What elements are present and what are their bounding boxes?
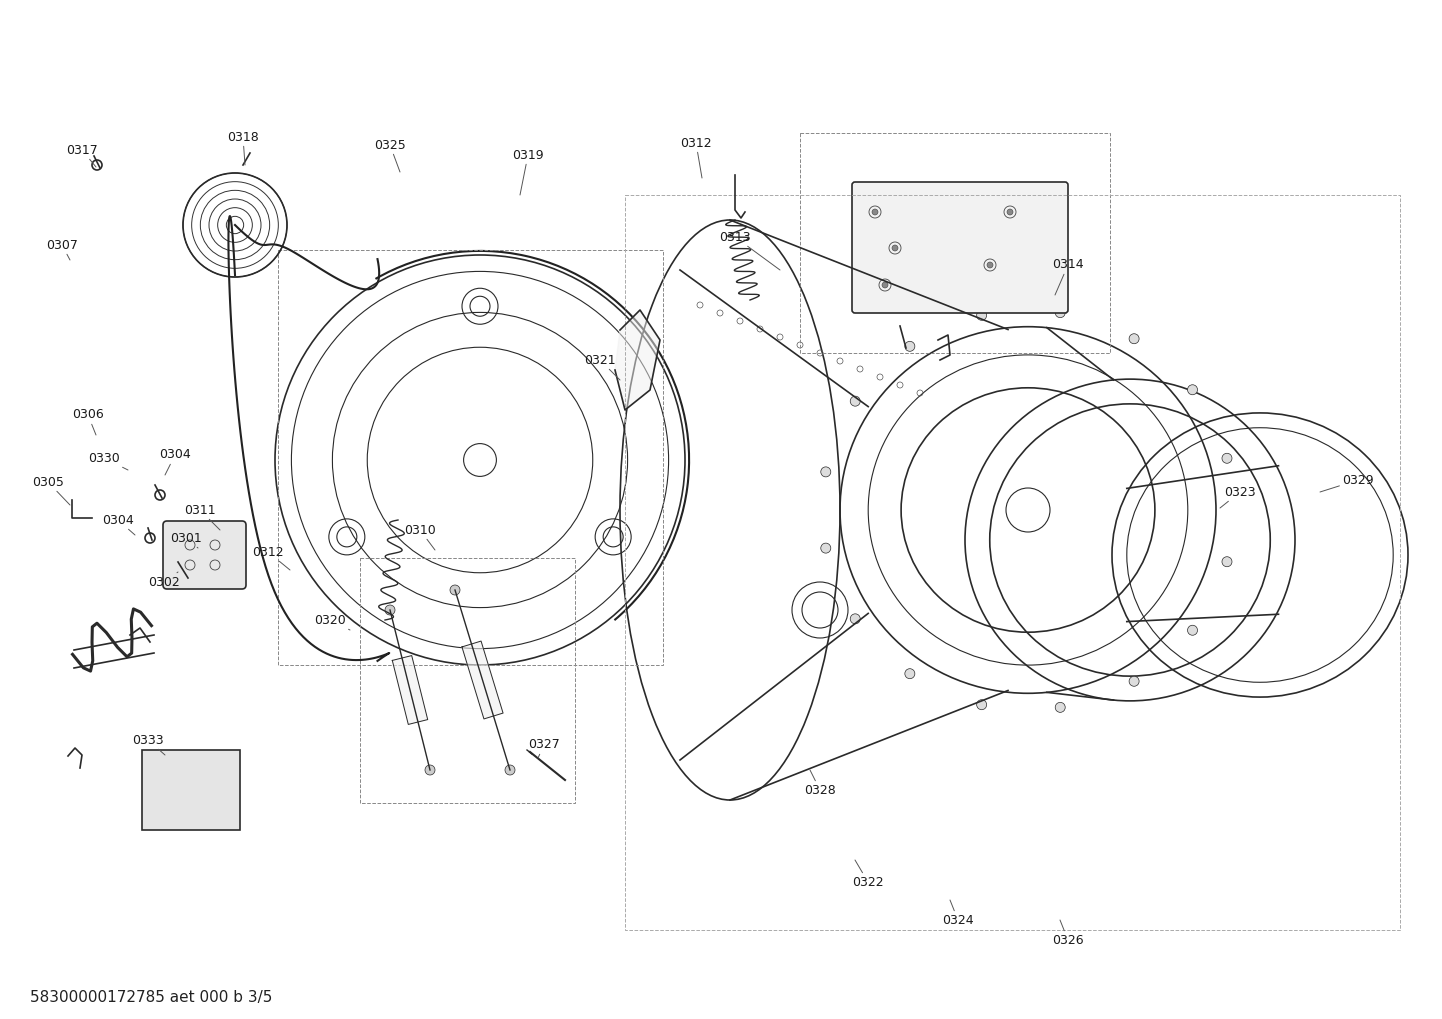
Circle shape xyxy=(1188,385,1197,394)
Text: 0310: 0310 xyxy=(404,524,435,550)
Text: 0319: 0319 xyxy=(512,149,544,195)
Circle shape xyxy=(820,543,831,553)
Text: 0328: 0328 xyxy=(805,770,836,797)
Circle shape xyxy=(1221,453,1231,464)
Text: 0325: 0325 xyxy=(373,139,405,172)
Text: 0312: 0312 xyxy=(252,545,290,570)
Text: 0302: 0302 xyxy=(149,572,180,589)
Text: 0326: 0326 xyxy=(1053,920,1084,947)
Text: 0312: 0312 xyxy=(681,137,712,178)
Text: 0307: 0307 xyxy=(46,238,78,260)
Text: 0317: 0317 xyxy=(66,144,98,167)
Circle shape xyxy=(893,245,898,251)
Text: 0330: 0330 xyxy=(88,451,128,470)
Text: 0333: 0333 xyxy=(133,734,164,755)
Circle shape xyxy=(505,765,515,775)
Circle shape xyxy=(976,700,986,709)
Circle shape xyxy=(883,282,888,288)
FancyBboxPatch shape xyxy=(852,182,1069,313)
Circle shape xyxy=(1056,702,1066,712)
Bar xyxy=(141,750,239,830)
Text: 0322: 0322 xyxy=(852,860,884,889)
Text: 0323: 0323 xyxy=(1220,485,1256,508)
Circle shape xyxy=(986,262,994,268)
Text: 0304: 0304 xyxy=(102,514,136,535)
Circle shape xyxy=(904,668,914,679)
Circle shape xyxy=(1056,308,1066,318)
Text: 0313: 0313 xyxy=(720,230,780,270)
Circle shape xyxy=(1129,333,1139,343)
Circle shape xyxy=(425,765,435,775)
Text: 0305: 0305 xyxy=(32,476,71,505)
Text: 0320: 0320 xyxy=(314,613,350,630)
Circle shape xyxy=(1007,209,1012,215)
Text: 0311: 0311 xyxy=(185,503,221,530)
Text: 0306: 0306 xyxy=(72,409,104,435)
Circle shape xyxy=(1221,556,1231,567)
Text: 0314: 0314 xyxy=(1053,259,1084,294)
Text: 0301: 0301 xyxy=(170,532,202,548)
Circle shape xyxy=(385,605,395,615)
Text: 0304: 0304 xyxy=(159,448,190,475)
Text: 0318: 0318 xyxy=(228,130,260,165)
Text: 0324: 0324 xyxy=(942,900,973,926)
Circle shape xyxy=(872,209,878,215)
FancyBboxPatch shape xyxy=(163,521,247,589)
Text: 58300000172785 aet 000 b 3/5: 58300000172785 aet 000 b 3/5 xyxy=(30,990,273,1005)
Circle shape xyxy=(450,585,460,595)
Text: 0327: 0327 xyxy=(528,739,559,758)
Circle shape xyxy=(976,311,986,320)
Circle shape xyxy=(904,341,914,352)
Circle shape xyxy=(851,613,861,624)
Circle shape xyxy=(1188,626,1197,635)
Polygon shape xyxy=(392,655,428,725)
Circle shape xyxy=(851,396,861,407)
Circle shape xyxy=(820,467,831,477)
Polygon shape xyxy=(461,641,503,719)
Text: 0321: 0321 xyxy=(584,354,620,380)
Text: 0329: 0329 xyxy=(1319,474,1374,492)
Circle shape xyxy=(1129,677,1139,686)
Polygon shape xyxy=(614,310,660,410)
